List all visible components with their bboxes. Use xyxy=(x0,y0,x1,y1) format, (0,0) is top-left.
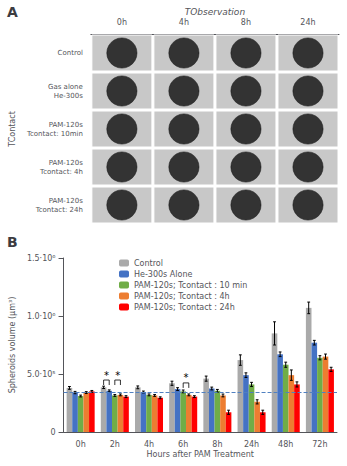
svg-text:*: * xyxy=(104,370,109,381)
svg-text:*: * xyxy=(183,372,188,383)
svg-text:*: * xyxy=(115,370,120,381)
svg-text:1.0·10⁶: 1.0·10⁶ xyxy=(27,312,56,321)
svg-text:Hours after PAM Treatment: Hours after PAM Treatment xyxy=(147,450,254,459)
svg-text:PAM-120s: PAM-120s xyxy=(49,197,83,205)
svg-text:PAM-120s; Tcontact : 4h: PAM-120s; Tcontact : 4h xyxy=(134,292,230,301)
svg-text:Tcontact: 10min: Tcontact: 10min xyxy=(26,130,83,138)
svg-text:He-300s Alone: He-300s Alone xyxy=(134,270,192,279)
svg-text:He-300s: He-300s xyxy=(54,92,83,100)
svg-text:Control: Control xyxy=(134,259,163,268)
svg-text:Tcontact: 24h: Tcontact: 24h xyxy=(35,206,83,214)
svg-text:Spheroids volume (μm³): Spheroids volume (μm³) xyxy=(8,297,17,394)
svg-text:5.0·10⁵: 5.0·10⁵ xyxy=(27,370,56,379)
svg-text:Control: Control xyxy=(58,49,83,57)
svg-text:0h: 0h xyxy=(117,18,127,27)
svg-text:PAM-120s; Tcontact : 10 min: PAM-120s; Tcontact : 10 min xyxy=(134,281,247,290)
svg-text:B: B xyxy=(7,234,18,250)
svg-text:A: A xyxy=(7,4,18,20)
svg-text:6h: 6h xyxy=(178,440,188,449)
svg-text:Gas alone: Gas alone xyxy=(48,83,83,91)
svg-text:TObservation: TObservation xyxy=(185,7,246,17)
svg-text:8h: 8h xyxy=(212,440,222,449)
svg-text:4h: 4h xyxy=(144,440,154,449)
svg-text:TContact: TContact xyxy=(8,111,17,148)
svg-text:4h: 4h xyxy=(179,18,189,27)
svg-text:PAM-120s: PAM-120s xyxy=(49,121,83,129)
svg-text:2h: 2h xyxy=(110,440,120,449)
svg-text:Tcontact: 4h: Tcontact: 4h xyxy=(39,168,83,176)
svg-text:0h: 0h xyxy=(76,440,86,449)
svg-text:PAM-120s: PAM-120s xyxy=(49,159,83,167)
svg-text:24h: 24h xyxy=(300,18,315,27)
svg-text:72h: 72h xyxy=(312,440,327,449)
svg-text:8h: 8h xyxy=(241,18,251,27)
svg-text:24h: 24h xyxy=(244,440,259,449)
svg-text:PAM-120s; Tcontact : 24h: PAM-120s; Tcontact : 24h xyxy=(134,303,235,312)
svg-text:1.5·10⁶: 1.5·10⁶ xyxy=(27,254,56,263)
svg-text:0: 0 xyxy=(50,428,55,437)
svg-text:48h: 48h xyxy=(278,440,293,449)
